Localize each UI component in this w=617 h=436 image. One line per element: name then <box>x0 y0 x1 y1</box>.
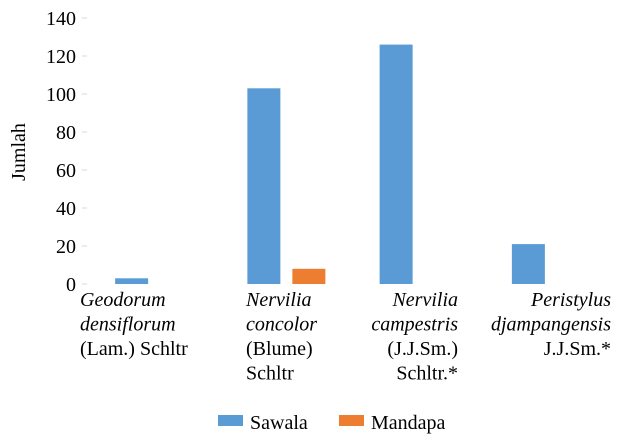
legend-swatch-mandapa <box>339 415 364 426</box>
bar-sawala <box>379 44 413 284</box>
legend-swatch-sawala <box>218 415 243 426</box>
x-category-label: Geodorum densiflorum (Lam.) Schltr <box>80 289 188 360</box>
y-tick-label: 120 <box>46 46 76 68</box>
bar-mandapa <box>292 268 326 284</box>
y-tick-label: 80 <box>56 122 76 144</box>
y-axis-title: Jumlah <box>8 123 30 181</box>
y-axis-ticks: 0 20 40 60 80 100 120 140 <box>46 8 87 296</box>
y-tick-label: 140 <box>46 8 76 30</box>
x-category-label: Nervilia concolor (Blume) Schltr <box>245 289 317 385</box>
category-labels: Geodorum densiflorum (Lam.) Schltr Nervilia… <box>80 289 611 385</box>
legend-label-sawala: Sawala <box>250 412 308 434</box>
y-tick-label: 0 <box>66 274 76 296</box>
y-tick-label: 20 <box>56 236 76 258</box>
y-tick-label: 100 <box>46 84 76 106</box>
bar-sawala <box>115 278 149 284</box>
bar-sawala <box>247 88 281 284</box>
legend-label-mandapa: Mandapa <box>371 412 446 434</box>
y-tick-label: 40 <box>56 198 76 220</box>
bars <box>115 44 545 284</box>
legend: Sawala Mandapa <box>218 412 446 434</box>
x-category-label: Peristylus djampangensis J.J.Sm.* <box>491 289 611 360</box>
bar-sawala <box>511 244 545 284</box>
x-category-label: Nervilia campestris (J.J.Sm.) Schltr.* <box>371 289 458 385</box>
y-tick-label: 60 <box>56 160 76 182</box>
